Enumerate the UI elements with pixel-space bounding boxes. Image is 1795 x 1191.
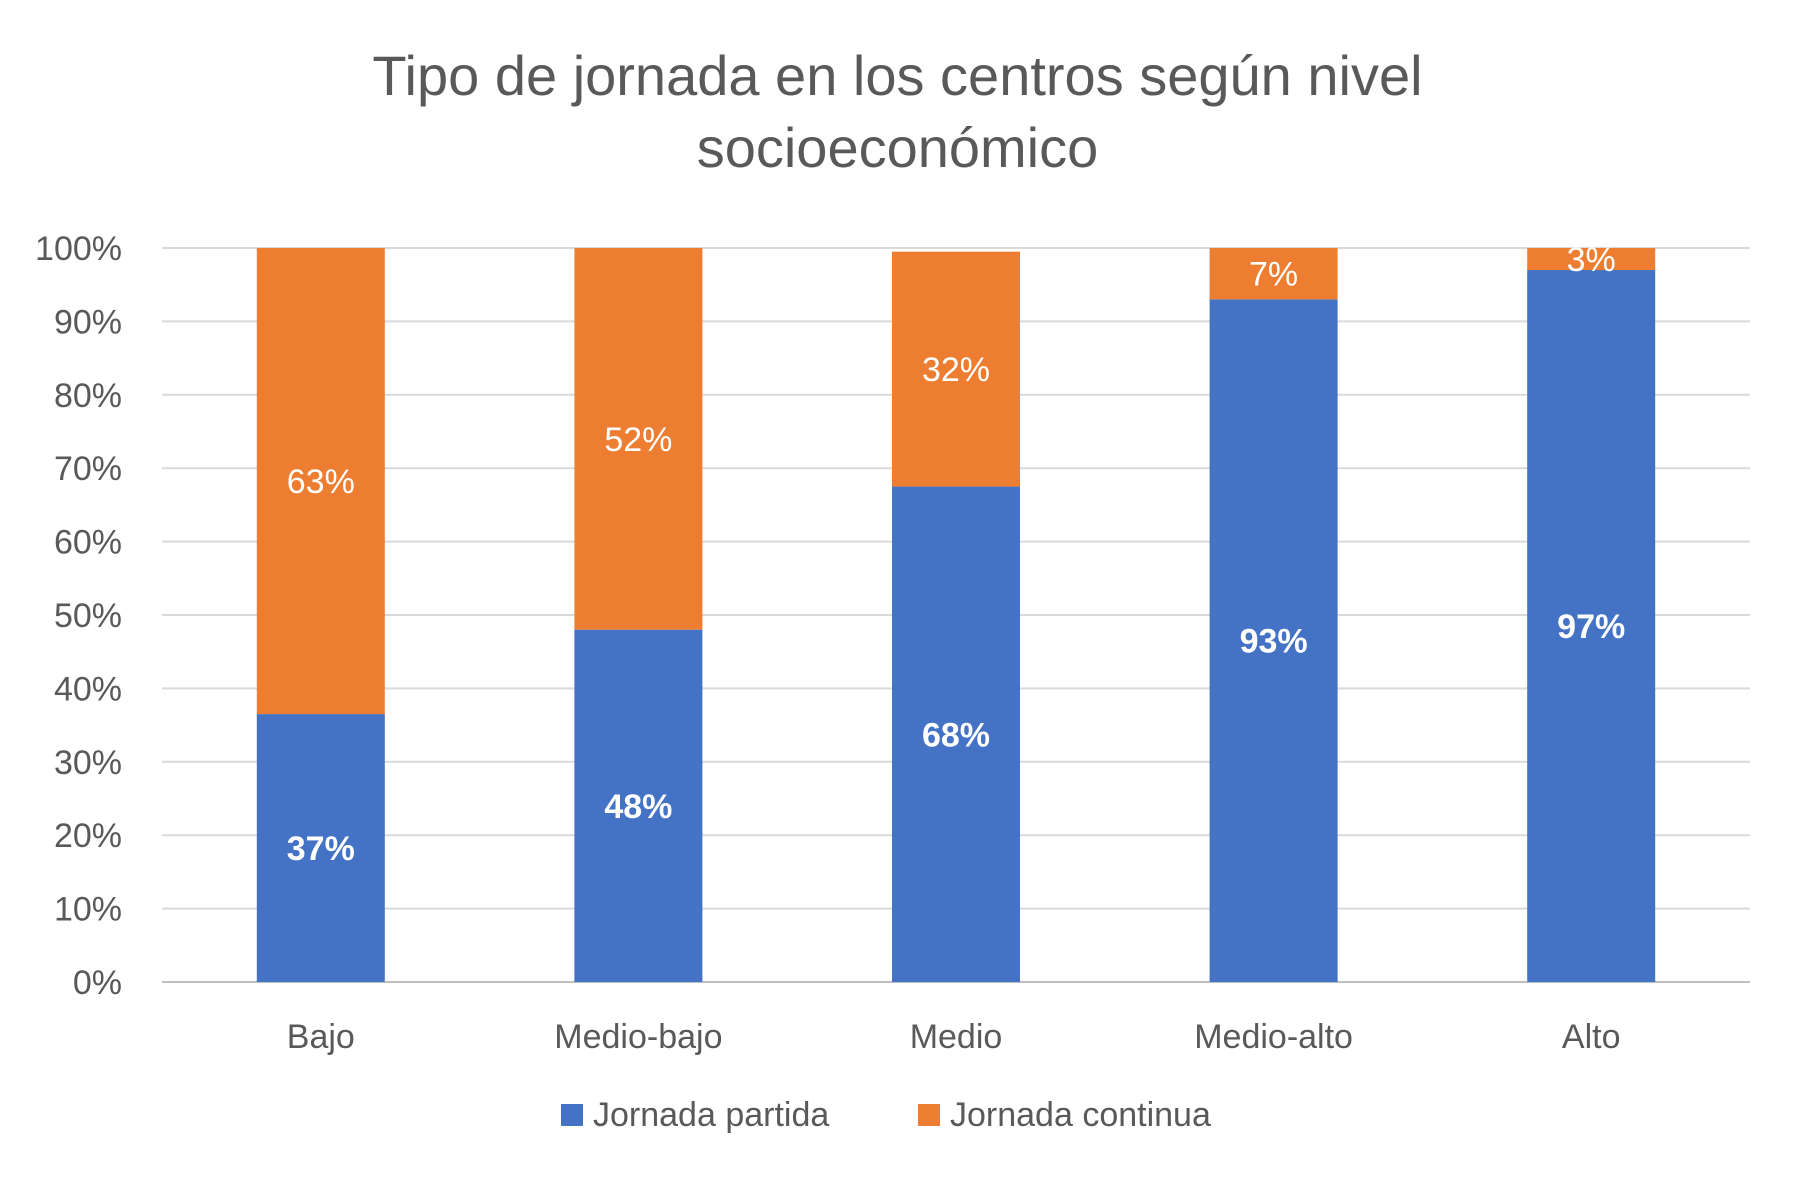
- x-tick-label: Bajo: [287, 1018, 355, 1056]
- y-tick-label: 80%: [54, 377, 122, 415]
- y-tick-label: 70%: [54, 450, 122, 488]
- data-label: 37%: [287, 830, 355, 868]
- x-tick-label: Medio: [910, 1018, 1003, 1056]
- y-tick-label: 0%: [73, 964, 122, 1002]
- bar-segment: [256, 248, 385, 715]
- y-tick-label: 50%: [54, 597, 122, 635]
- chart-title: Tipo de jornada en los centros según niv…: [0, 40, 1795, 184]
- bar-segment: [574, 248, 703, 630]
- data-label: 7%: [1249, 256, 1298, 294]
- bar-segment: [574, 629, 703, 982]
- data-label: 3%: [1567, 241, 1616, 279]
- bar-segment: [1527, 270, 1656, 982]
- chart-title-line-2: socioeconómico: [696, 116, 1099, 179]
- y-tick-label: 60%: [54, 524, 122, 562]
- legend-label: Jornada continua: [950, 1096, 1211, 1134]
- data-label: 32%: [922, 351, 990, 389]
- legend-label: Jornada partida: [593, 1096, 829, 1134]
- data-label: 68%: [922, 716, 990, 754]
- y-tick-label: 30%: [54, 744, 122, 782]
- x-tick-label: Medio-alto: [1194, 1018, 1353, 1056]
- data-label: 97%: [1557, 608, 1625, 646]
- data-label: 52%: [604, 421, 672, 459]
- data-label: 63%: [287, 463, 355, 501]
- data-label: 93%: [1240, 623, 1308, 661]
- y-tick-label: 10%: [54, 891, 122, 929]
- chart-title-line-1: Tipo de jornada en los centros según niv…: [372, 44, 1423, 107]
- y-tick-label: 90%: [54, 303, 122, 341]
- y-tick-label: 40%: [54, 670, 122, 708]
- bar-segment: [1527, 248, 1656, 271]
- x-tick-label: Medio-bajo: [554, 1018, 722, 1056]
- bar-segment: [892, 486, 1020, 982]
- legend-swatch: [561, 1104, 583, 1126]
- y-tick-label: 100%: [35, 230, 122, 268]
- bar-segment: [1209, 248, 1338, 300]
- bar-segment: [892, 251, 1020, 487]
- y-tick-label: 20%: [54, 817, 122, 855]
- bar-segment: [1209, 299, 1338, 982]
- data-label: 48%: [604, 788, 672, 826]
- legend-swatch: [918, 1104, 940, 1126]
- bar-segment: [256, 714, 385, 982]
- x-tick-label: Alto: [1562, 1018, 1621, 1056]
